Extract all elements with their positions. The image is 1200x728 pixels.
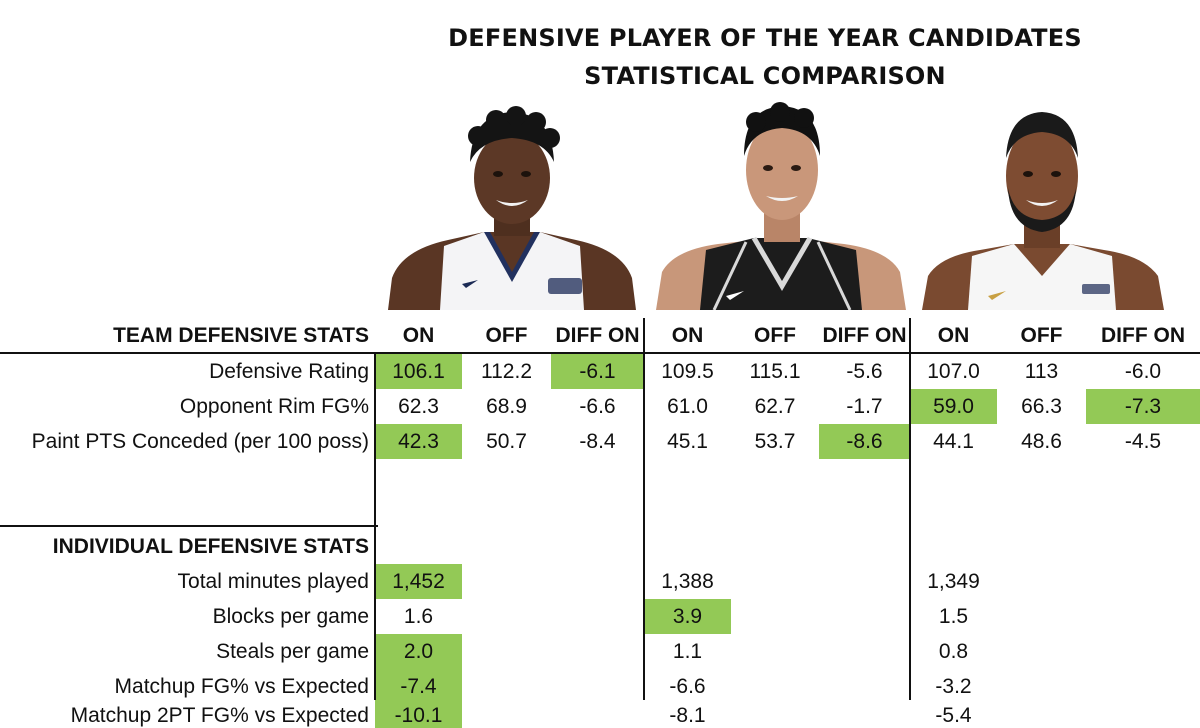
data-cell: 62.3	[398, 394, 439, 418]
data-cell: 59.0	[910, 389, 997, 424]
row-label: Blocks per game	[212, 604, 369, 628]
column-header: OFF	[1020, 324, 1063, 347]
data-cell: 45.1	[667, 429, 708, 453]
data-cell: -7.4	[375, 669, 462, 704]
divider-player-1-2	[643, 318, 645, 700]
header-rule	[0, 352, 1200, 354]
column-header: DIFF ON	[822, 324, 907, 347]
data-cell: 113	[1024, 359, 1059, 383]
data-cell: -5.6	[846, 359, 883, 383]
team-section-header: TEAM DEFENSIVE STATS	[113, 324, 369, 347]
data-cell: 106.1	[375, 354, 462, 389]
data-cell: -3.2	[935, 674, 972, 698]
data-cell: 1.1	[672, 639, 703, 663]
chart-title: DEFENSIVE PLAYER OF THE YEAR CANDIDATES	[448, 24, 1082, 52]
data-cell: 1,388	[661, 569, 714, 593]
column-header: OFF	[754, 324, 796, 347]
player-2-photo	[656, 102, 906, 310]
data-cell: 1.6	[403, 604, 434, 628]
data-cell: -7.3	[1086, 389, 1200, 424]
data-cell: -6.1	[551, 354, 644, 389]
row-label: Total minutes played	[177, 569, 369, 593]
data-cell: 2.0	[375, 634, 462, 669]
data-cell: 66.3	[1021, 394, 1062, 418]
data-cell: -8.1	[669, 704, 706, 727]
data-cell: 68.9	[486, 394, 527, 418]
data-cell: 1.5	[938, 604, 969, 628]
data-cell: -4.5	[1124, 429, 1162, 453]
row-label: Defensive Rating	[209, 359, 369, 383]
column-header: DIFF ON	[1101, 324, 1185, 347]
data-cell: 48.6	[1021, 429, 1062, 453]
player-3-photo	[922, 112, 1164, 310]
data-cell: -6.6	[579, 394, 616, 418]
column-header: ON	[402, 324, 435, 347]
individual-header-rule	[0, 525, 378, 527]
column-header: ON	[937, 324, 970, 347]
data-cell: 1,349	[927, 569, 980, 593]
data-cell: -6.6	[669, 674, 706, 698]
row-label: Paint PTS Conceded (per 100 poss)	[31, 429, 369, 453]
data-cell: 42.3	[375, 424, 462, 459]
data-cell: 50.7	[486, 429, 527, 453]
data-cell: 112.2	[481, 359, 532, 383]
data-cell: 1,452	[375, 564, 462, 599]
data-cell: -1.7	[846, 394, 883, 418]
data-cell: -5.4	[935, 704, 972, 727]
column-header: ON	[671, 324, 704, 347]
divider-player-2-3	[909, 318, 911, 700]
individual-section-header: INDIVIDUAL DEFENSIVE STATS	[52, 534, 369, 558]
data-cell: -8.4	[579, 429, 616, 453]
player-1-photo	[388, 106, 636, 310]
data-cell: -8.6	[819, 424, 910, 459]
column-header: OFF	[485, 324, 528, 347]
data-cell: 61.0	[667, 394, 708, 418]
chart-subtitle: STATISTICAL COMPARISON	[584, 62, 946, 90]
column-header: DIFF ON	[555, 324, 640, 347]
data-cell: 109.5	[661, 359, 714, 383]
stats-table: TEAM DEFENSIVE STATS ON OFF DIFF ON ON OFF DIF…	[0, 318, 1200, 728]
data-cell: 115.1	[749, 359, 801, 383]
data-cell: 53.7	[754, 429, 796, 453]
data-cell: 44.1	[933, 429, 974, 453]
row-label: Matchup FG% vs Expected	[114, 674, 369, 698]
row-label: Steals per game	[216, 639, 369, 663]
row-label: Opponent Rim FG%	[179, 394, 369, 418]
row-label: Matchup 2PT FG% vs Expected	[70, 704, 369, 727]
divider-label	[374, 354, 376, 700]
data-cell: 0.8	[938, 639, 969, 663]
data-cell: -10.1	[375, 704, 462, 728]
data-cell: -6.0	[1124, 359, 1162, 383]
data-cell: 107.0	[927, 359, 980, 383]
data-cell: 62.7	[754, 394, 796, 418]
data-cell: 3.9	[644, 599, 731, 634]
